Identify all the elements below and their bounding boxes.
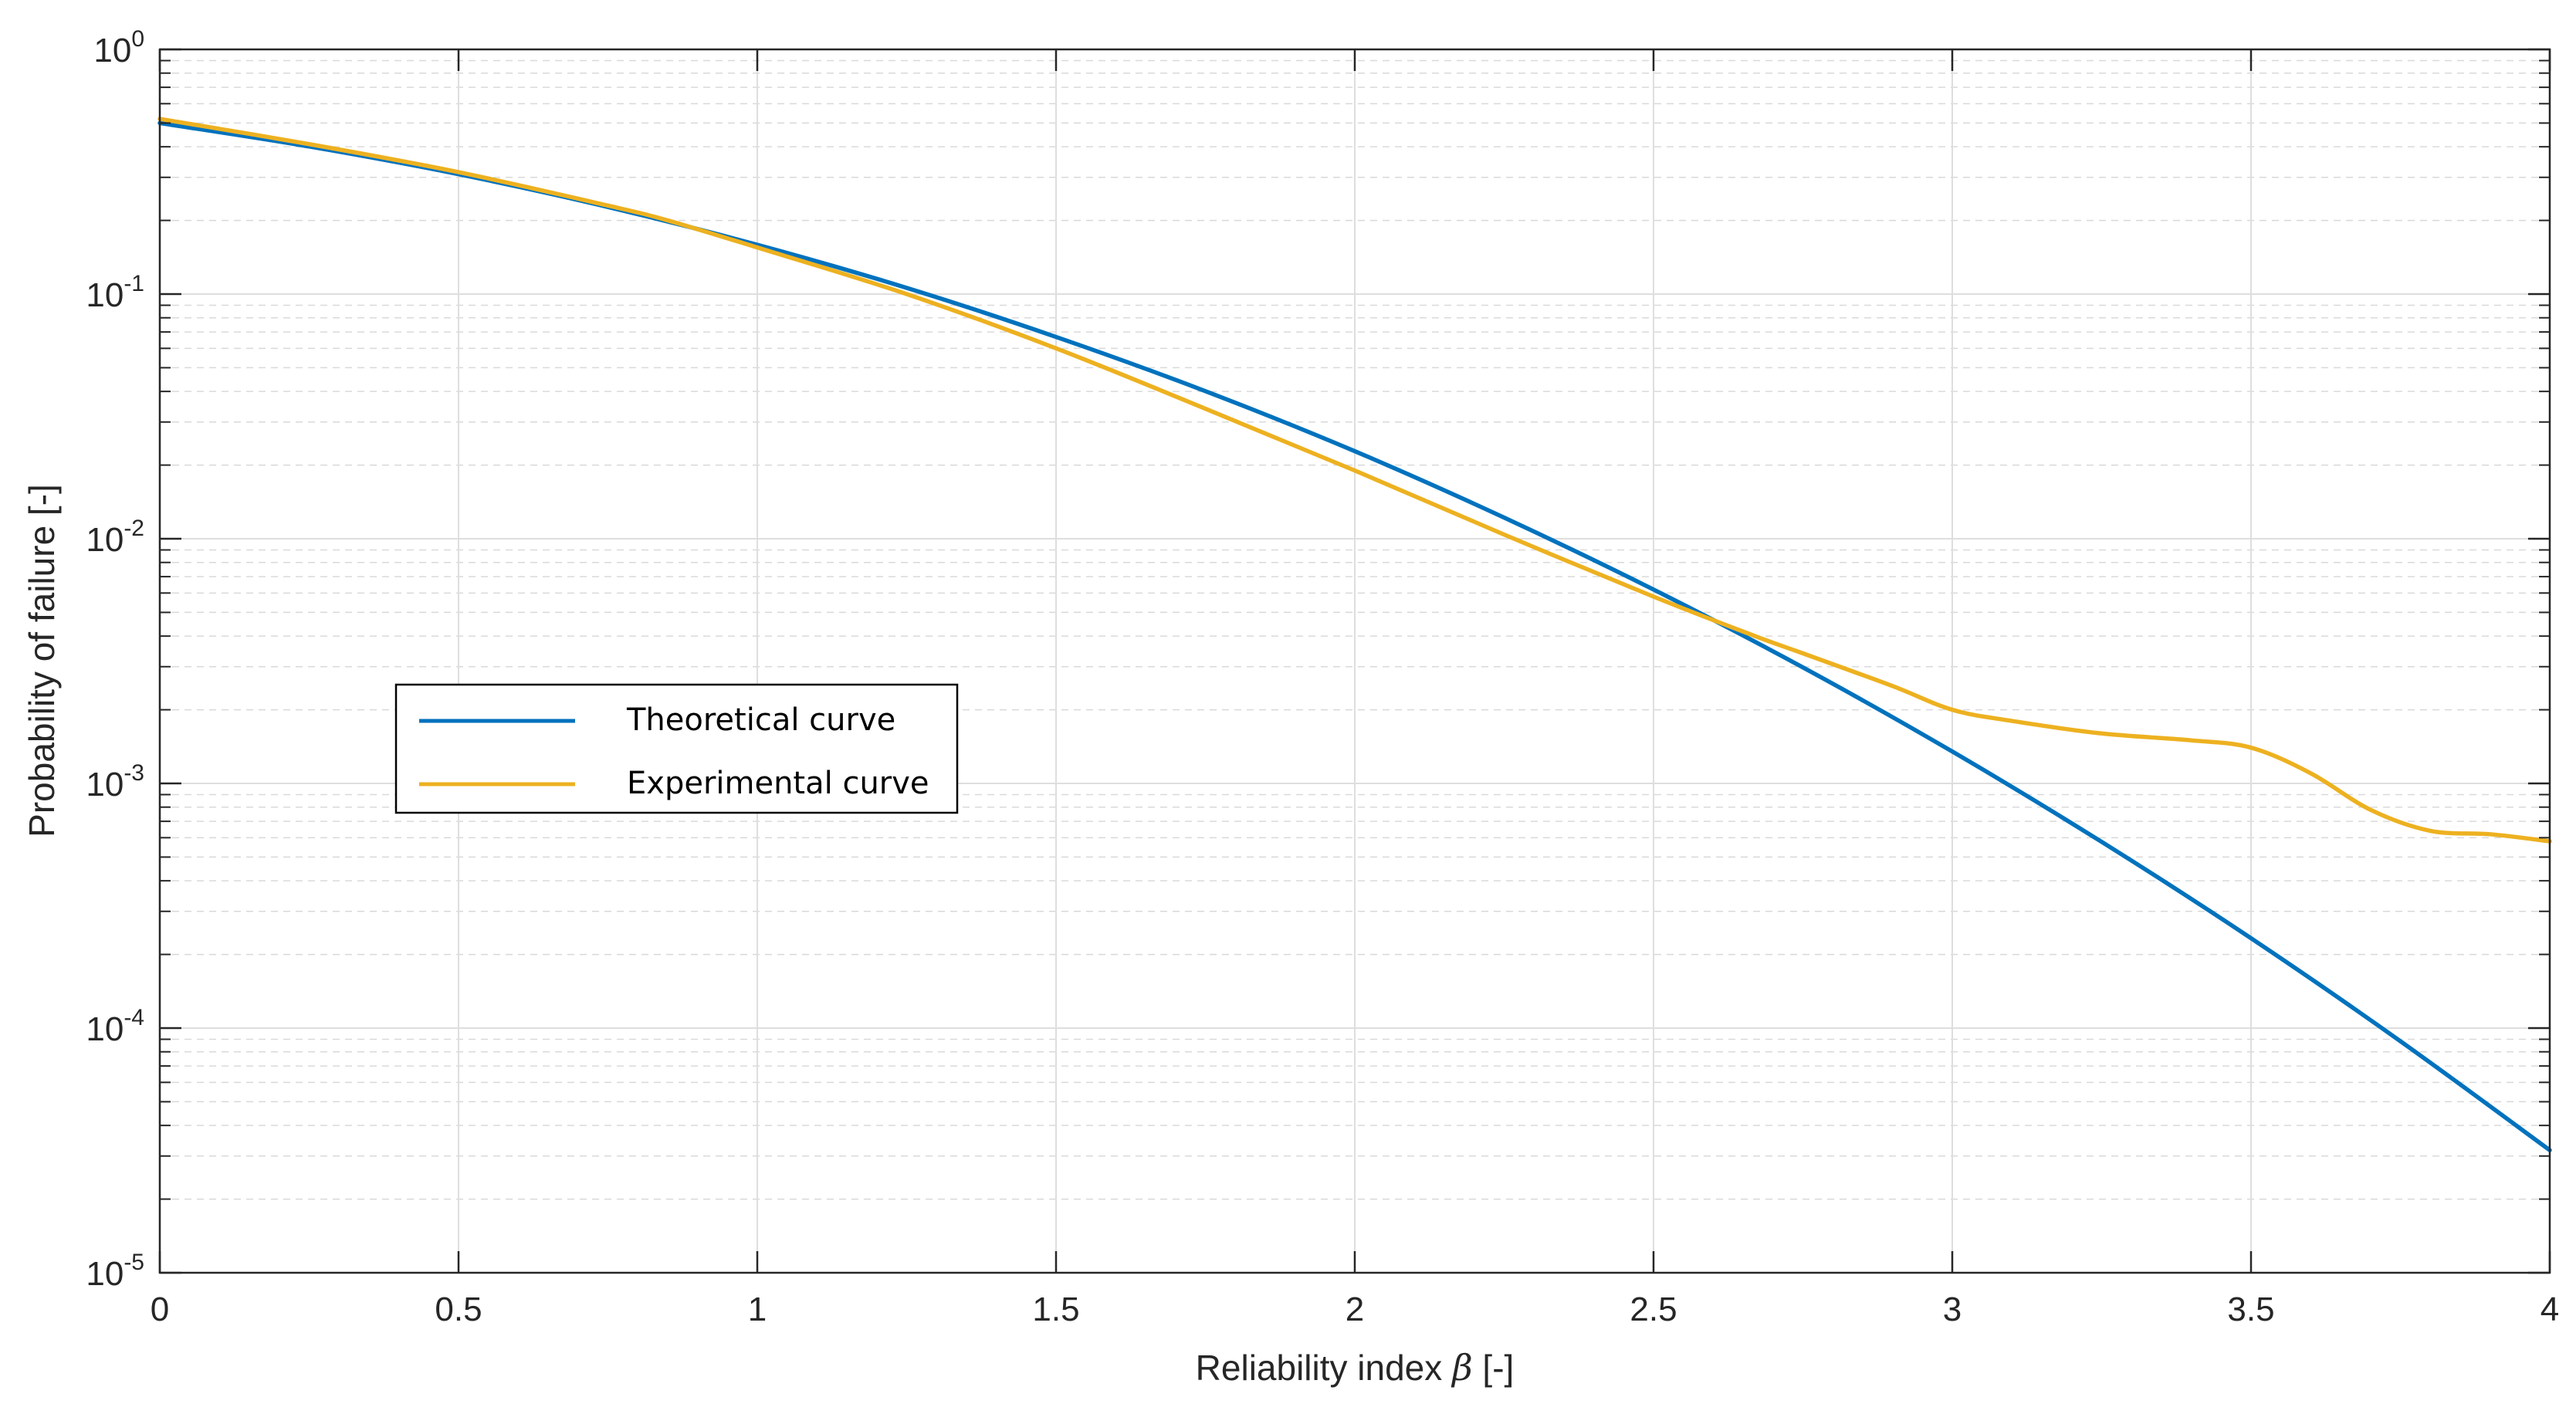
series-layer: [157, 117, 2552, 1152]
beta-symbol: β: [1450, 1347, 1473, 1389]
x-tick-label: 1.5: [1032, 1291, 1079, 1328]
x-axis-label-prefix: Reliability index: [1196, 1348, 1452, 1388]
x-tick-label: 0.5: [435, 1291, 482, 1328]
y-tick-exponent: -4: [124, 1005, 144, 1030]
y-tick-label: 10-5: [86, 1250, 144, 1293]
x-axis-label: Reliability index β [-]: [1196, 1347, 1515, 1389]
x-tick-label: 4: [2540, 1291, 2559, 1328]
y-tick-label: 100: [93, 26, 144, 69]
y-axis-label: Probability of failure [-]: [22, 484, 62, 837]
x-tick-label: 1: [748, 1291, 767, 1328]
y-tick-label: 10-4: [86, 1005, 144, 1048]
legend-box: [394, 683, 959, 814]
x-tick-label: 2: [1346, 1291, 1364, 1328]
experimental-curve-line: [157, 117, 2552, 844]
y-tick-base: 10: [86, 276, 124, 314]
y-tick-base: 10: [86, 1255, 124, 1293]
y-tick-exponent: -1: [124, 271, 144, 296]
y-tick-label: 10-3: [86, 760, 144, 803]
x-tick-label: 0: [151, 1291, 169, 1328]
y-tick-base: 10: [86, 766, 124, 803]
y-tick-exponent: -5: [124, 1250, 144, 1275]
x-tick-label: 3: [1943, 1291, 1962, 1328]
axis-ticks: [158, 48, 2551, 1274]
y-tick-exponent: -3: [124, 760, 144, 786]
y-tick-base: 10: [86, 521, 124, 559]
legend: Theoretical curve Experimental curve: [394, 683, 959, 814]
x-tick-labels: 0 0.5 1 1.5 2 2.5 3 3.5 4: [151, 1291, 2559, 1328]
legend-label-theoretical: Theoretical curve: [626, 702, 895, 738]
x-axis-label-suffix: [-]: [1473, 1348, 1515, 1388]
minor-grid: [160, 59, 2550, 1200]
y-tick-base: 10: [86, 1010, 124, 1048]
y-tick-exponent: 0: [131, 26, 144, 52]
y-tick-label: 10-2: [86, 516, 144, 559]
y-tick-exponent: -2: [124, 516, 144, 541]
legend-label-experimental: Experimental curve: [627, 766, 929, 801]
x-tick-label: 2.5: [1630, 1291, 1677, 1328]
x-tick-label: 3.5: [2227, 1291, 2274, 1328]
y-tick-base: 10: [93, 32, 131, 69]
y-tick-label: 10-1: [86, 271, 144, 314]
